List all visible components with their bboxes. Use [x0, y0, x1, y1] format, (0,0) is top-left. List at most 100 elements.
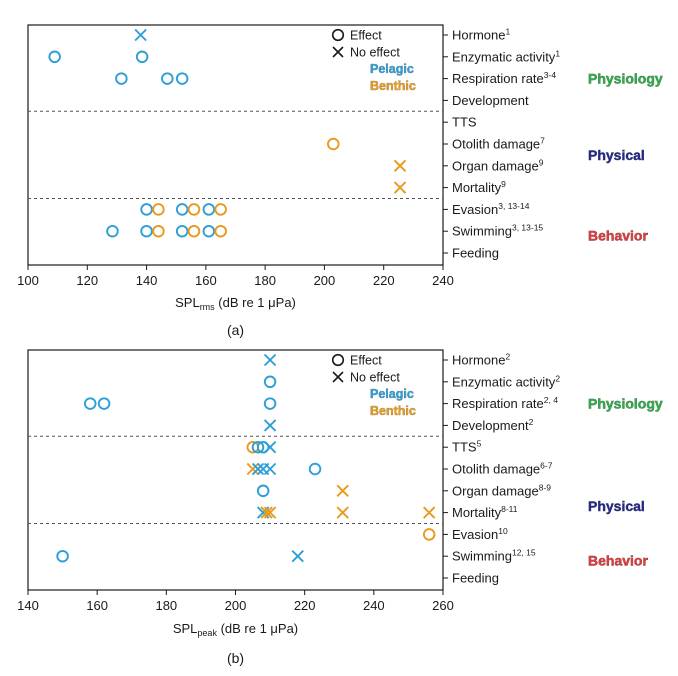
data-point-effect-pelagic	[175, 224, 189, 238]
x-axis-label-unit: (dB re 1 μPa)	[215, 295, 296, 310]
category-label: Evasion10	[452, 526, 508, 542]
category-name: Development	[452, 93, 529, 108]
legend-no-effect-label: No effect	[350, 46, 400, 60]
category-ref: 9	[501, 179, 506, 189]
legend-pelagic-label: Pelagic	[370, 387, 414, 401]
category-ref: 3-4	[544, 70, 557, 80]
data-point-effect-pelagic	[140, 224, 153, 238]
legend-effect-marker	[331, 28, 345, 42]
data-point-effect-pelagic	[251, 440, 265, 454]
data-point-no-effect-benthic	[246, 462, 259, 476]
data-point-no-effect-pelagic	[291, 550, 304, 563]
x-tick-label: 180	[254, 273, 276, 288]
data-point-effect-pelagic	[161, 72, 174, 85]
plot-frame	[27, 349, 444, 591]
group-label-physical: Physical	[588, 147, 645, 163]
category-ref: 12, 15	[512, 548, 536, 558]
x-tick-label: 200	[225, 598, 247, 613]
category-name: Hormone	[452, 353, 505, 368]
data-point-no-effect-benthic	[336, 484, 349, 497]
category-label: TTS5	[452, 439, 482, 455]
x-tick-label: 160	[195, 273, 217, 288]
x-tick-label: 240	[363, 598, 385, 613]
category-label: Otolith damage6-7	[452, 461, 553, 477]
data-point-effect-pelagic	[48, 50, 61, 64]
data-point-effect-pelagic	[140, 203, 153, 216]
x-tick-label: 140	[136, 273, 158, 288]
legend-no-effect-label: No effect	[350, 371, 400, 385]
plot-frame	[27, 24, 444, 266]
category-name: Swimming	[452, 224, 512, 239]
data-point-effect-pelagic	[263, 397, 277, 410]
legend-effect-marker	[331, 353, 345, 367]
category-label: Swimming3, 13-15	[452, 223, 543, 239]
data-point-no-effect-pelagic	[263, 353, 277, 367]
legend-benthic-label: Benthic	[370, 404, 416, 418]
category-name: Mortality	[452, 180, 502, 195]
x-axis-label-sub: rms	[200, 302, 215, 312]
legend-pelagic-label: Pelagic	[370, 62, 414, 76]
category-label: Hormone1	[452, 27, 510, 43]
category-ref: 3, 13-15	[512, 223, 543, 233]
category-name: Evasion	[452, 527, 498, 542]
category-ref: 8-11	[501, 504, 518, 514]
legend-no-effect-marker	[332, 371, 344, 383]
category-name: Enzymatic activity	[452, 374, 556, 389]
x-tick-label: 100	[17, 273, 39, 288]
data-point-effect-pelagic	[256, 440, 270, 454]
group-label-physical: Physical	[588, 498, 645, 514]
group-label-physiology: Physiology	[588, 71, 663, 87]
category-name: Enzymatic activity	[452, 49, 556, 64]
data-point-no-effect-pelagic	[134, 28, 147, 42]
x-tick-label: 140	[17, 598, 39, 613]
category-label: Otolith damage7	[452, 136, 545, 152]
x-axis-label-main: SPL	[175, 295, 200, 310]
x-tick-label: 220	[294, 598, 316, 613]
category-ref: 2, 4	[544, 395, 558, 405]
category-name: Organ damage	[452, 483, 539, 498]
category-label: Organ damage8-9	[452, 482, 551, 498]
category-label: TTS	[452, 115, 477, 130]
panel-b: 140 160 180 200 220 240 260 SPLpeak (dB re 1 μP…	[17, 349, 663, 666]
panel-label: (a)	[227, 322, 244, 338]
panel-a: 100 120 140 160 180 200 220 240 SPLrms (dB re 1 …	[17, 24, 663, 338]
data-point-effect-benthic	[187, 203, 201, 216]
category-name: TTS	[452, 440, 477, 455]
category-label: Swimming12, 15	[452, 548, 536, 564]
category-ref: 7	[540, 136, 545, 146]
data-point-no-effect-benthic	[263, 506, 277, 519]
data-point-effect-pelagic	[115, 72, 128, 85]
data-point-effect-pelagic	[135, 50, 149, 64]
data-point-no-effect-benthic	[422, 506, 436, 519]
group-label-behavior: Behavior	[588, 228, 648, 244]
data-point-effect-pelagic	[175, 72, 189, 85]
x-axis-label: SPLpeak (dB re 1 μPa)	[173, 621, 298, 638]
category-label: Hormone2	[452, 352, 510, 368]
category-ref: 2	[555, 373, 560, 383]
data-point-effect-benthic	[327, 137, 340, 151]
category-ref: 10	[498, 526, 508, 536]
category-ref: 3, 13-14	[498, 201, 529, 211]
data-point-effect-benthic	[152, 203, 165, 216]
legend-benthic-label: Benthic	[370, 79, 416, 93]
data-point-effect-benthic	[214, 224, 227, 238]
data-point-effect-pelagic	[106, 224, 119, 238]
data-point-no-effect-pelagic	[263, 462, 277, 476]
category-name: Evasion	[452, 202, 498, 217]
legend-effect-label: Effect	[350, 29, 382, 43]
data-point-effect-pelagic	[175, 203, 189, 216]
category-name: Mortality	[452, 505, 502, 520]
x-tick-label: 260	[432, 598, 454, 613]
category-label: Enzymatic activity1	[452, 48, 560, 64]
group-label-physiology: Physiology	[588, 396, 663, 412]
category-name: Otolith damage	[452, 462, 540, 477]
category-ref: 1	[505, 27, 510, 37]
category-label: Feeding	[452, 571, 499, 586]
category-ref: 2	[505, 352, 510, 362]
category-label: Respiration rate3-4	[452, 70, 556, 86]
data-point-effect-pelagic	[97, 397, 111, 410]
data-point-no-effect-benthic	[393, 181, 407, 194]
data-point-effect-pelagic	[202, 224, 216, 238]
data-point-no-effect-benthic	[336, 506, 349, 519]
